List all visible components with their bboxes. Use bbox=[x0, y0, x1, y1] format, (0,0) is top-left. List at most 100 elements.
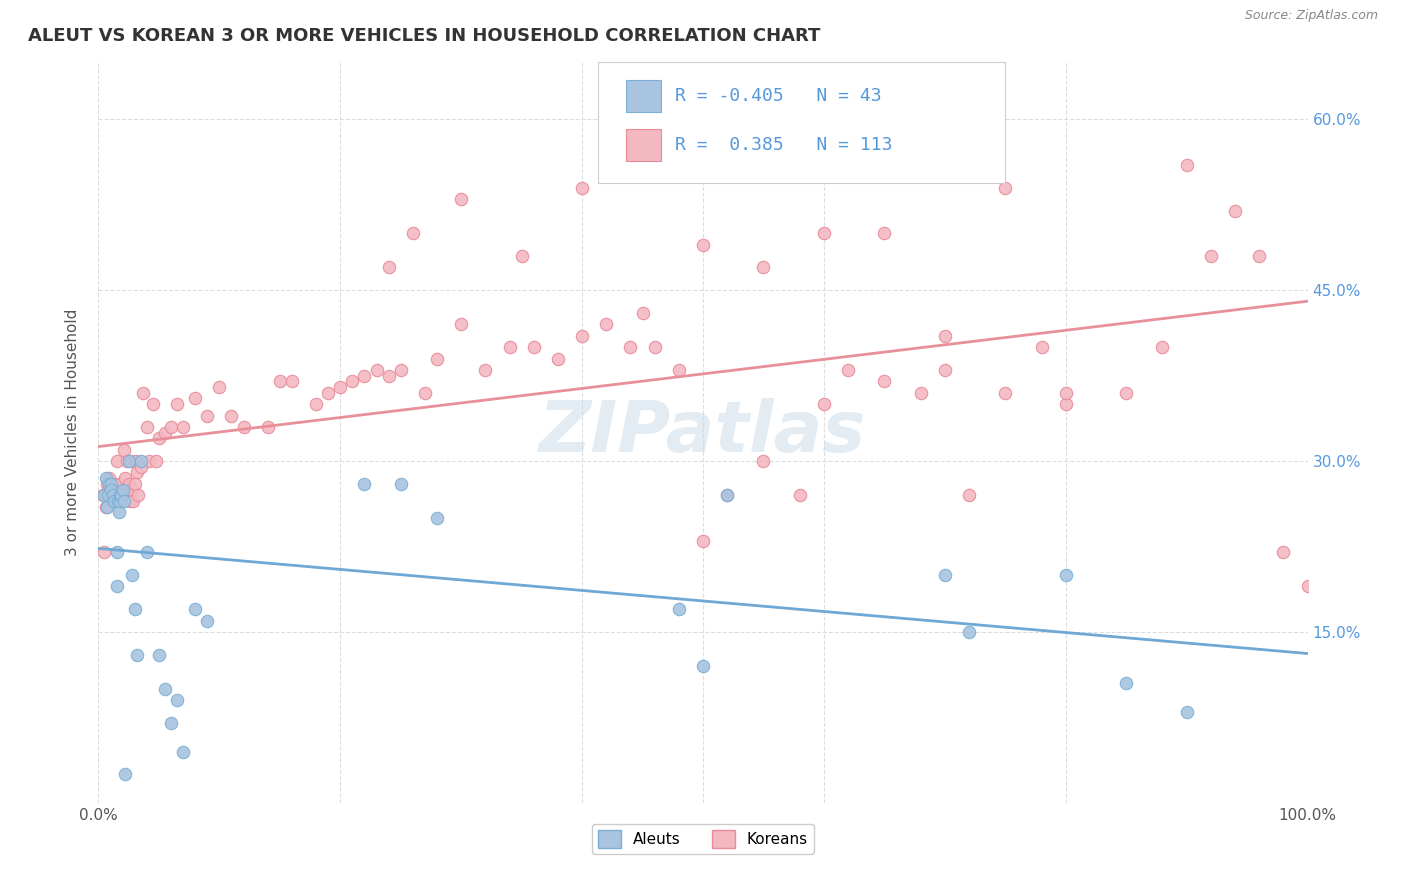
Point bbox=[547, 351, 569, 366]
Point bbox=[1152, 340, 1174, 354]
Point bbox=[1054, 385, 1077, 400]
Point bbox=[117, 454, 139, 468]
Point bbox=[873, 375, 896, 389]
Point bbox=[124, 476, 146, 491]
Point bbox=[934, 363, 956, 377]
Point bbox=[716, 488, 738, 502]
Point bbox=[135, 545, 157, 559]
Point bbox=[112, 494, 135, 508]
Point bbox=[100, 476, 122, 491]
Point bbox=[353, 476, 375, 491]
Point bbox=[366, 363, 388, 377]
Legend: Aleuts, Koreans: Aleuts, Koreans bbox=[592, 823, 814, 855]
Point bbox=[145, 454, 167, 468]
Point bbox=[104, 476, 127, 491]
Point bbox=[107, 494, 129, 508]
Point bbox=[94, 471, 117, 485]
Point bbox=[103, 494, 125, 508]
Point bbox=[101, 488, 124, 502]
Point bbox=[668, 602, 690, 616]
Point bbox=[127, 648, 149, 662]
Point bbox=[103, 483, 125, 497]
Point bbox=[994, 180, 1017, 194]
Point bbox=[148, 648, 170, 662]
Point bbox=[957, 488, 980, 502]
Point bbox=[110, 488, 132, 502]
Point bbox=[1175, 705, 1198, 719]
Point bbox=[129, 454, 152, 468]
Point bbox=[100, 483, 122, 497]
Point bbox=[1115, 385, 1137, 400]
Point bbox=[121, 568, 143, 582]
Text: R = -0.405   N = 43: R = -0.405 N = 43 bbox=[675, 87, 882, 105]
Point bbox=[94, 500, 117, 514]
Point bbox=[1175, 158, 1198, 172]
Point bbox=[450, 192, 472, 206]
Point bbox=[115, 483, 138, 497]
Point bbox=[1054, 397, 1077, 411]
Point bbox=[124, 602, 146, 616]
Point bbox=[957, 624, 980, 639]
Point bbox=[450, 318, 472, 332]
Point bbox=[91, 488, 114, 502]
Point bbox=[571, 328, 593, 343]
Point bbox=[571, 180, 593, 194]
Point bbox=[316, 385, 339, 400]
Point bbox=[127, 466, 149, 480]
Point bbox=[105, 545, 128, 559]
Point bbox=[184, 602, 207, 616]
Point bbox=[120, 454, 142, 468]
Point bbox=[523, 340, 546, 354]
Point bbox=[668, 363, 690, 377]
Point bbox=[1031, 340, 1053, 354]
Point bbox=[118, 476, 141, 491]
Point bbox=[692, 533, 714, 548]
Point bbox=[1296, 579, 1319, 593]
Point bbox=[100, 488, 122, 502]
Point bbox=[160, 420, 183, 434]
Point bbox=[97, 488, 120, 502]
Point bbox=[114, 767, 136, 781]
Point bbox=[342, 375, 364, 389]
Point bbox=[377, 368, 399, 383]
Point bbox=[108, 488, 131, 502]
Point bbox=[96, 476, 118, 491]
Point bbox=[474, 363, 496, 377]
Point bbox=[510, 249, 533, 263]
Point bbox=[813, 397, 835, 411]
Point bbox=[98, 476, 121, 491]
Point bbox=[122, 494, 145, 508]
Point bbox=[716, 488, 738, 502]
Point bbox=[108, 505, 131, 519]
Point bbox=[118, 494, 141, 508]
Point bbox=[129, 459, 152, 474]
Point bbox=[172, 420, 194, 434]
Point bbox=[644, 340, 666, 354]
Text: ALEUT VS KOREAN 3 OR MORE VEHICLES IN HOUSEHOLD CORRELATION CHART: ALEUT VS KOREAN 3 OR MORE VEHICLES IN HO… bbox=[28, 27, 821, 45]
Point bbox=[426, 351, 449, 366]
Point bbox=[281, 375, 304, 389]
Point bbox=[132, 385, 155, 400]
Point bbox=[1249, 249, 1271, 263]
Point bbox=[153, 681, 176, 696]
Point bbox=[389, 476, 412, 491]
Point bbox=[1199, 249, 1222, 263]
Point bbox=[934, 328, 956, 343]
Point bbox=[789, 488, 811, 502]
Point bbox=[172, 745, 194, 759]
Point bbox=[752, 260, 775, 275]
Point bbox=[873, 227, 896, 241]
Point bbox=[692, 237, 714, 252]
Point bbox=[269, 375, 291, 389]
Point bbox=[1223, 203, 1246, 218]
Point bbox=[93, 545, 115, 559]
Point bbox=[837, 363, 859, 377]
Point bbox=[631, 306, 654, 320]
Point bbox=[195, 614, 218, 628]
Point bbox=[98, 471, 121, 485]
Point bbox=[108, 476, 131, 491]
Point bbox=[114, 471, 136, 485]
Point bbox=[166, 693, 188, 707]
Text: R =  0.385   N = 113: R = 0.385 N = 113 bbox=[675, 136, 893, 154]
Point bbox=[111, 483, 134, 497]
